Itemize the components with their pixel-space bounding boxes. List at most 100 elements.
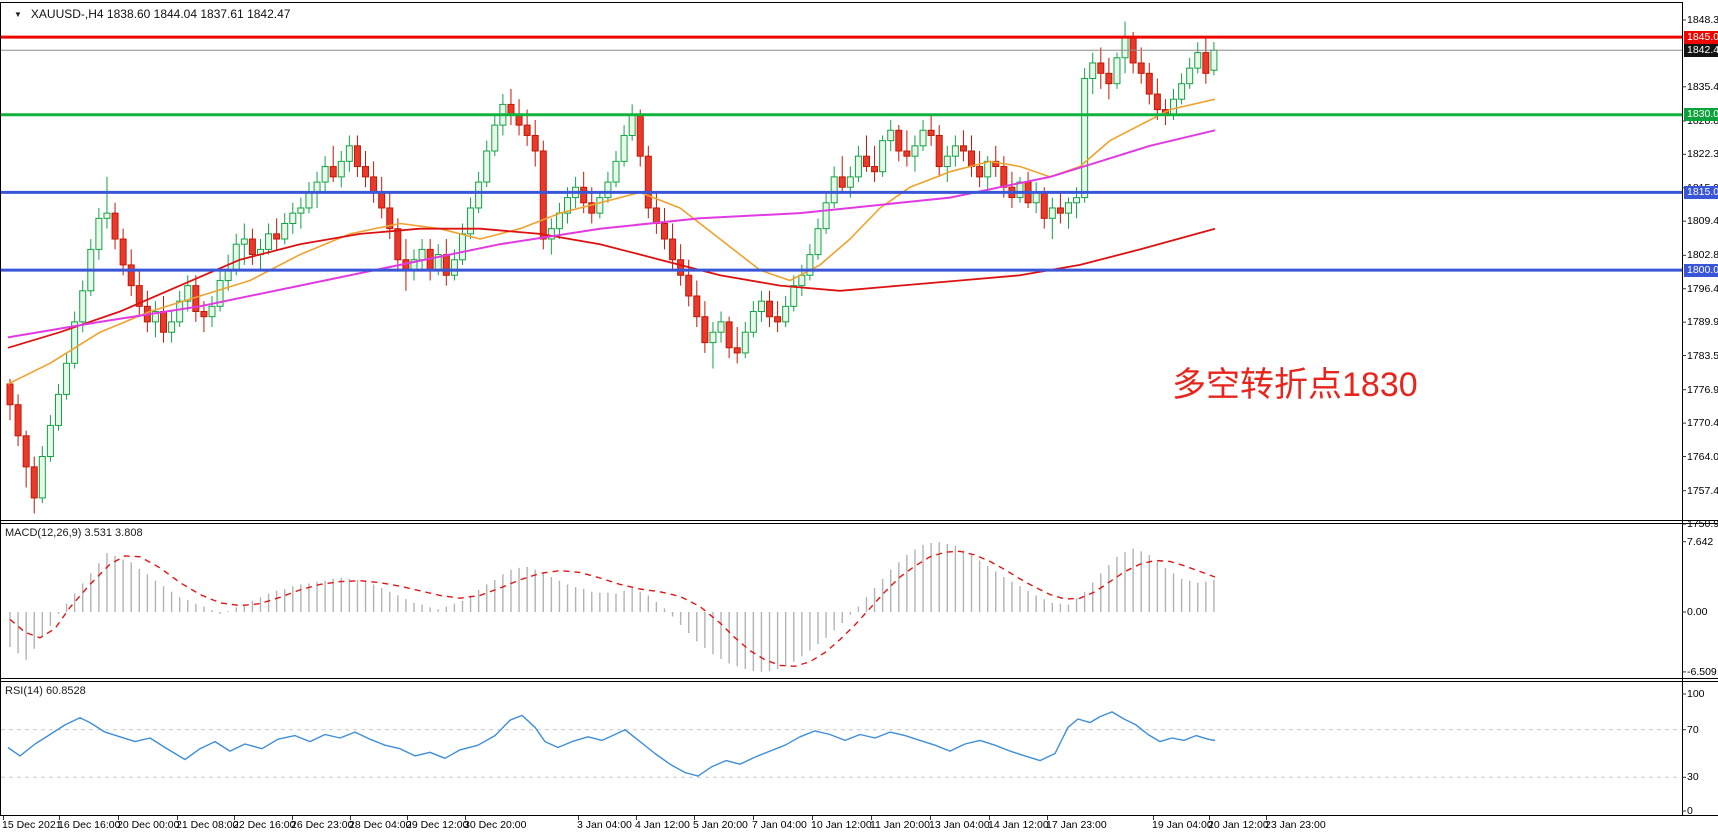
candle-body xyxy=(1000,166,1008,188)
candle-body xyxy=(386,207,394,230)
candle-body xyxy=(265,233,273,250)
candle-body xyxy=(184,285,192,302)
candle-body xyxy=(604,181,612,199)
candle-body xyxy=(669,238,677,261)
candle-body xyxy=(151,311,159,323)
candle-body xyxy=(273,233,281,240)
rsi-indicator-label: RSI(14) 60.8528 xyxy=(5,685,86,697)
candle-body xyxy=(620,134,628,162)
candle-body xyxy=(854,155,862,178)
candle-body xyxy=(6,383,14,406)
candle-body xyxy=(652,207,660,224)
candle-body xyxy=(160,311,168,333)
candle-body xyxy=(959,145,967,152)
candle-body xyxy=(450,259,458,276)
candle-body xyxy=(394,228,402,261)
candle-body xyxy=(1194,52,1202,69)
ma-fast-orange xyxy=(7,98,1216,385)
candle-body xyxy=(337,160,345,178)
candle-body xyxy=(216,279,224,307)
candle-body xyxy=(1081,78,1089,199)
candle-body xyxy=(612,160,620,183)
candle-body xyxy=(224,269,232,281)
candle-body xyxy=(289,212,297,224)
candle-body xyxy=(240,238,248,245)
candle-body xyxy=(677,259,685,276)
candle-body xyxy=(200,311,208,318)
candle-body xyxy=(313,181,321,193)
candle-body xyxy=(879,140,887,173)
candle-body xyxy=(1121,36,1129,59)
macd-indicator-label: MACD(12,26,9) 3.531 3.808 xyxy=(5,527,143,539)
candle-body xyxy=(281,222,289,240)
candle-body xyxy=(717,321,725,333)
candle-body xyxy=(943,155,951,168)
candle-body xyxy=(798,274,806,287)
candle-body xyxy=(903,150,911,157)
candle-body xyxy=(685,274,693,297)
candle-body xyxy=(523,124,531,136)
candle-body xyxy=(588,202,596,214)
candle-body xyxy=(458,233,466,261)
candle-body xyxy=(321,166,329,183)
candle-body xyxy=(564,197,572,214)
ma-mid-red xyxy=(7,227,1216,349)
candle-body xyxy=(782,305,790,323)
candle-body xyxy=(103,212,111,219)
candle-body xyxy=(1170,98,1178,116)
candle-body xyxy=(63,362,71,395)
candle-body xyxy=(1137,62,1145,74)
candle-body xyxy=(1186,67,1194,85)
candle-body xyxy=(1210,49,1218,71)
candle-body xyxy=(976,166,984,178)
candle-body xyxy=(895,129,903,152)
candle-body xyxy=(127,264,135,287)
candle-body xyxy=(709,331,717,344)
candle-body xyxy=(733,347,741,354)
candle-body xyxy=(418,248,426,261)
candle-body xyxy=(491,124,499,152)
candle-body xyxy=(30,466,38,499)
candle-body xyxy=(467,207,475,235)
candle-body xyxy=(362,166,370,178)
candle-body xyxy=(1178,83,1186,100)
candle-body xyxy=(531,134,539,152)
candle-body xyxy=(644,155,652,209)
candle-body xyxy=(14,404,22,437)
candle-body xyxy=(111,212,119,240)
candle-body xyxy=(838,176,846,188)
candle-body xyxy=(46,424,54,458)
candle-body xyxy=(968,150,976,168)
candle-body xyxy=(1040,191,1048,219)
candle-body xyxy=(475,181,483,209)
candle-body xyxy=(232,243,240,271)
candle-body xyxy=(297,207,305,214)
candle-body xyxy=(806,254,814,276)
candle-body xyxy=(935,134,943,168)
candle-body xyxy=(871,166,879,173)
candle-body xyxy=(95,217,103,250)
candle-body xyxy=(1064,202,1072,214)
candle-body xyxy=(1113,57,1121,85)
candle-body xyxy=(628,114,636,136)
candle-body xyxy=(168,321,176,333)
candle-body xyxy=(927,129,935,136)
candle-body xyxy=(919,129,927,147)
candle-body xyxy=(1145,72,1153,95)
candle-body xyxy=(1097,62,1105,74)
symbol-ohlc-title: XAUUSD-,H4 1838.60 1844.04 1837.61 1842.… xyxy=(30,7,291,21)
candle-body xyxy=(208,305,216,318)
macd-signal-line xyxy=(9,550,1216,668)
candle-body xyxy=(135,285,143,307)
candle-body xyxy=(757,300,765,313)
candle-body xyxy=(378,191,386,209)
candle-body xyxy=(547,228,555,240)
candle-body xyxy=(539,150,547,240)
symbol-dropdown-icon[interactable]: ▼ xyxy=(14,10,22,19)
candle-body xyxy=(353,145,361,168)
candle-body xyxy=(741,331,749,354)
candle-body xyxy=(984,160,992,178)
candle-body xyxy=(660,222,668,240)
